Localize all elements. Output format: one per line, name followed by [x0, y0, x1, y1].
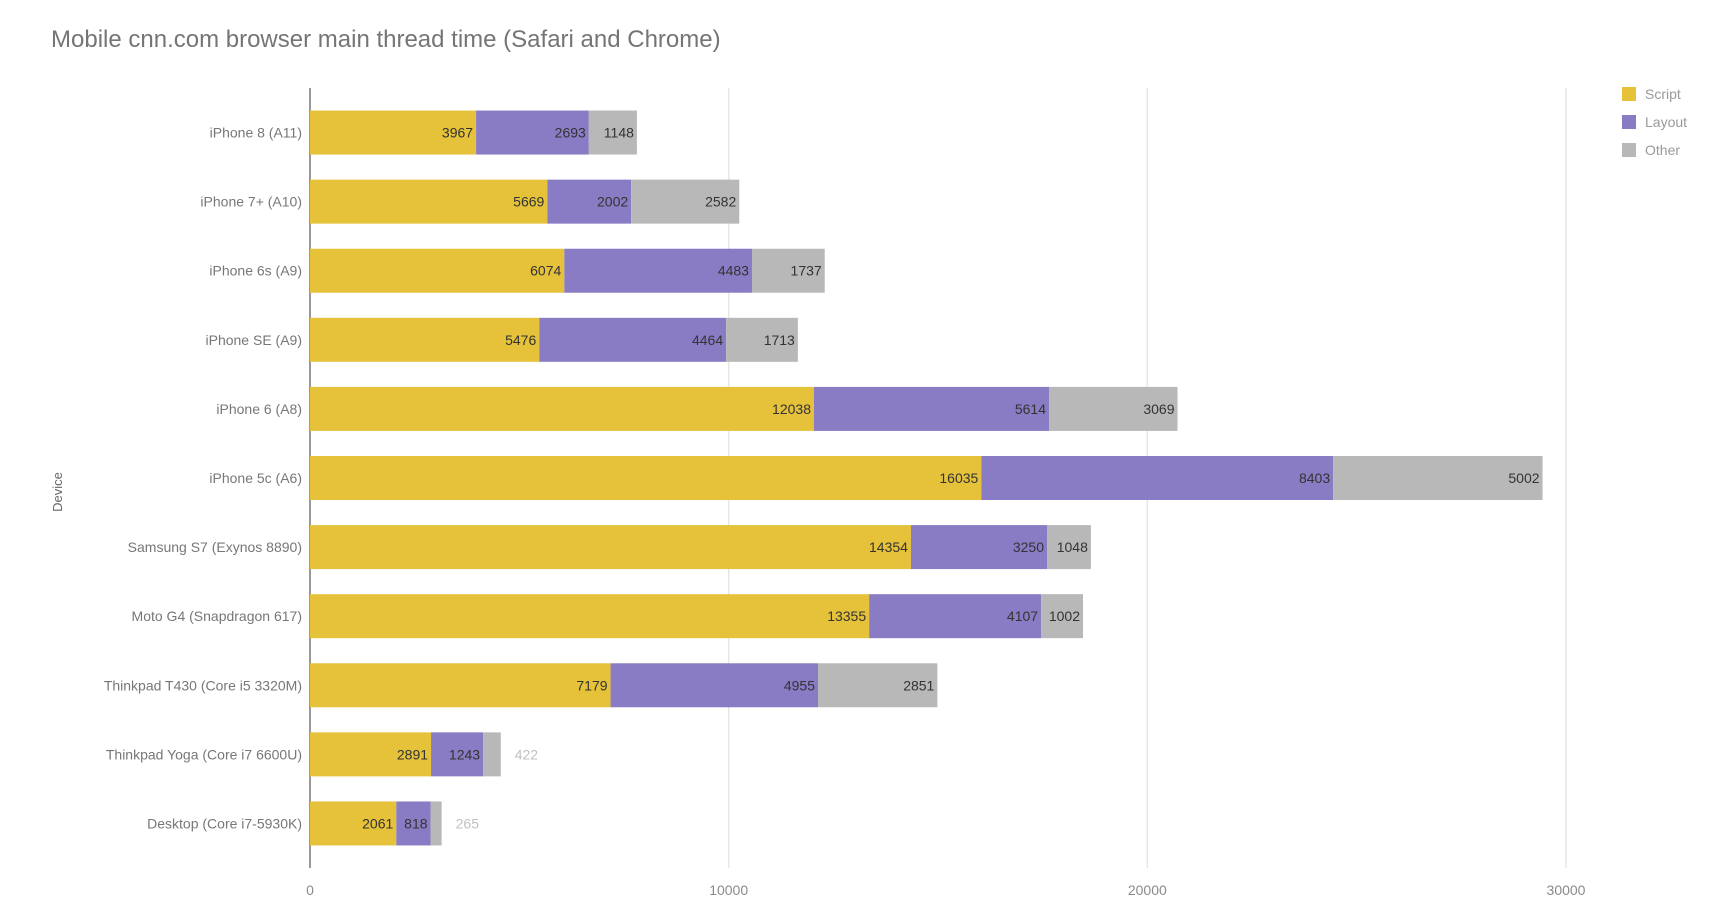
data-label: 5002 [1508, 470, 1539, 486]
bar-segment-script [310, 594, 870, 639]
bar-segment-layout [610, 663, 819, 708]
data-label: 4483 [718, 263, 749, 279]
bar-segment-layout [910, 525, 1048, 570]
bar-segment-other [631, 179, 740, 224]
data-label: 7179 [576, 677, 607, 693]
data-label: 5476 [505, 332, 536, 348]
data-label: 422 [515, 746, 539, 762]
bar-segment-layout [869, 594, 1042, 639]
category-label: iPhone SE (A9) [206, 332, 303, 348]
data-label: 1048 [1057, 539, 1088, 555]
data-label: 2891 [397, 746, 428, 762]
bar-segment-other [588, 110, 637, 155]
data-label: 1002 [1049, 608, 1080, 624]
bar-segment-script [310, 525, 911, 570]
bar-segment-script [310, 732, 432, 777]
data-label: 3967 [442, 125, 473, 141]
legend-label: Script [1645, 86, 1681, 102]
data-label: 2693 [555, 125, 586, 141]
data-label: 2061 [362, 815, 393, 831]
data-label: 5614 [1015, 401, 1046, 417]
data-label: 6074 [530, 263, 561, 279]
data-label: 2002 [597, 194, 628, 210]
legend-swatch-other [1622, 143, 1636, 157]
data-label: 4464 [692, 332, 723, 348]
bar-segment-layout [396, 801, 431, 846]
bar-segment-other [1049, 386, 1178, 431]
data-label: 1737 [791, 263, 822, 279]
category-label: Thinkpad T430 (Core i5 3320M) [104, 677, 302, 693]
bar-segment-script [310, 801, 397, 846]
category-label: Moto G4 (Snapdragon 617) [132, 608, 302, 624]
data-label: 2582 [705, 194, 736, 210]
data-label: 818 [404, 815, 428, 831]
bar-segment-script [310, 663, 611, 708]
bar-segment-other [1333, 456, 1543, 500]
bar-segment-script [310, 317, 540, 362]
x-tick-label: 0 [306, 882, 314, 898]
category-label: iPhone 8 (A11) [210, 125, 302, 141]
bar-segment-layout [539, 317, 727, 362]
y-axis-label: Device [50, 472, 65, 512]
bar-segment-layout [547, 179, 632, 224]
x-tick-label: 20000 [1128, 882, 1167, 898]
bar-segment-other [1041, 594, 1084, 639]
bar-segment-other [818, 663, 938, 708]
data-label: 16035 [939, 470, 978, 486]
legend-swatch-script [1622, 87, 1636, 101]
data-label: 14354 [869, 539, 908, 555]
data-label: 1243 [449, 746, 480, 762]
bar-segment-other [751, 248, 825, 293]
data-label: 3069 [1143, 401, 1174, 417]
bar-segment-layout [981, 456, 1334, 500]
bar-segment-other [1047, 525, 1091, 570]
bar-segment-script [310, 179, 548, 224]
category-label: Samsung S7 (Exynos 8890) [128, 539, 302, 555]
bar-segment-layout [431, 732, 484, 777]
data-label: 2851 [903, 677, 934, 693]
data-label: 4107 [1007, 608, 1038, 624]
bar-segment-layout [476, 110, 589, 155]
legend-label: Layout [1645, 114, 1687, 130]
legend-label: Other [1645, 142, 1680, 158]
data-label: 1713 [764, 332, 795, 348]
data-label: 12038 [772, 401, 811, 417]
x-tick-label: 10000 [709, 882, 748, 898]
legend-swatch-layout [1622, 115, 1636, 129]
bar-segment-script [310, 110, 477, 155]
data-label: 5669 [513, 194, 544, 210]
category-label: iPhone 6s (A9) [209, 263, 302, 279]
bar-segment-layout [813, 386, 1050, 431]
data-label: 265 [456, 815, 480, 831]
bar-segment-other [483, 732, 501, 777]
bar-segment-script [310, 386, 814, 431]
bar-segment-layout [564, 248, 752, 293]
category-label: Thinkpad Yoga (Core i7 6600U) [106, 746, 302, 762]
data-label: 3250 [1013, 539, 1044, 555]
data-label: 1148 [604, 125, 634, 141]
x-tick-label: 30000 [1547, 882, 1586, 898]
bar-segment-other [726, 317, 798, 362]
data-label: 4955 [784, 677, 815, 693]
category-label: iPhone 7+ (A10) [200, 194, 302, 210]
category-label: iPhone 5c (A6) [209, 470, 302, 486]
data-label: 8403 [1299, 470, 1330, 486]
category-label: iPhone 6 (A8) [216, 401, 302, 417]
bar-segment-script [310, 456, 982, 500]
data-label: 13355 [827, 608, 866, 624]
bar-segment-script [310, 248, 565, 293]
chart-title: Mobile cnn.com browser main thread time … [51, 26, 721, 53]
bar-segment-other [430, 801, 442, 846]
category-label: Desktop (Core i7-5930K) [147, 815, 302, 831]
